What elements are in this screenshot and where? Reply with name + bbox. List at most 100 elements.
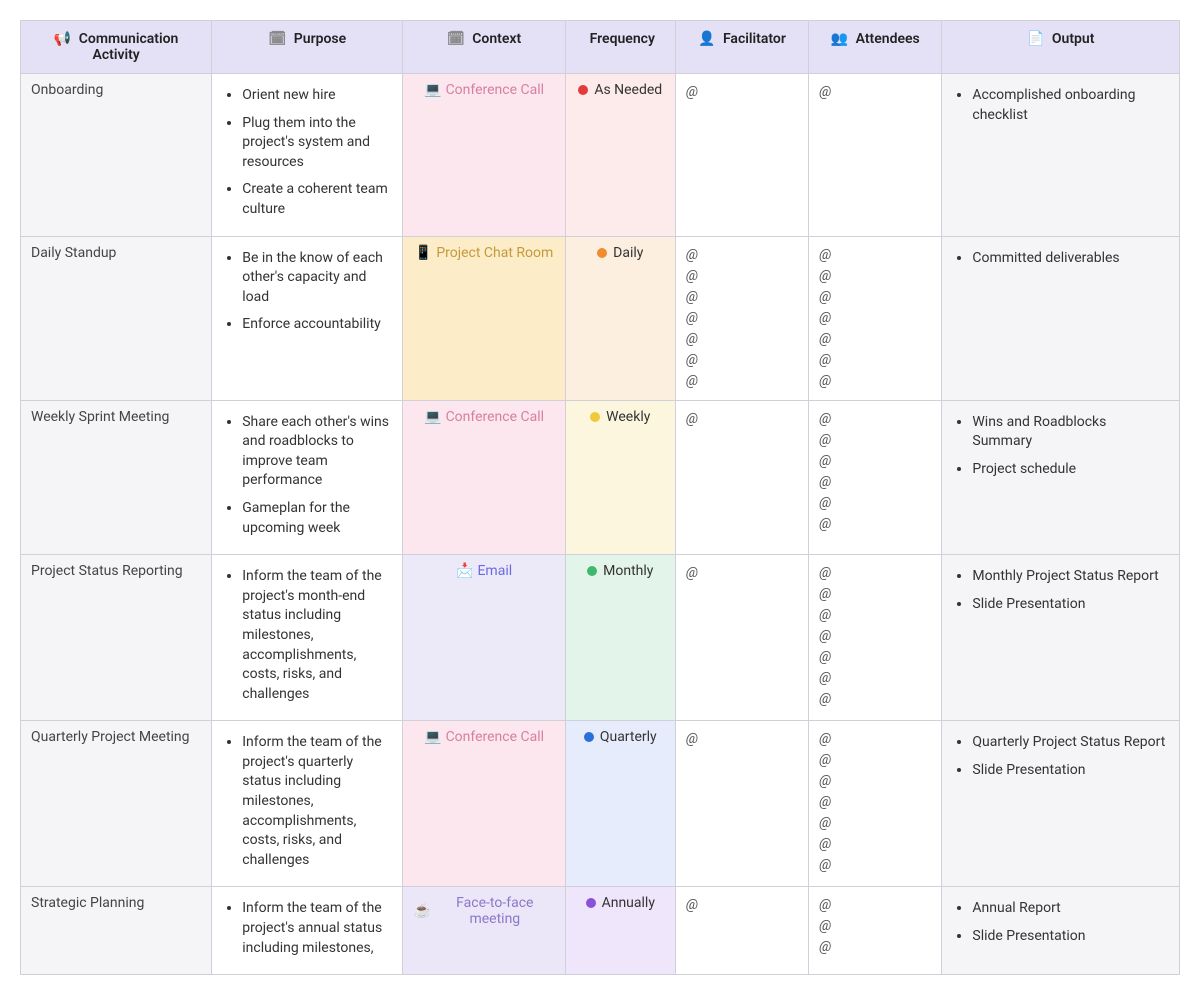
mention-placeholder[interactable]: @ [686, 350, 798, 371]
facilitator-cell: @ [675, 400, 808, 555]
header-purpose: 🗓 Purpose [212, 21, 403, 74]
frequency-label: Daily [597, 245, 643, 261]
mention-placeholder[interactable]: @ [819, 472, 931, 493]
context-label: 💻Conference Call [424, 82, 544, 98]
table-row: Daily StandupBe in the know of each othe… [21, 236, 1180, 400]
facilitator-cell: @@@@@@@ [675, 236, 808, 400]
mention-placeholder[interactable]: @ [819, 750, 931, 771]
mention-placeholder[interactable]: @ [819, 493, 931, 514]
facilitator-cell: @ [675, 887, 808, 975]
mention-placeholder[interactable]: @ [819, 895, 931, 916]
mention-placeholder[interactable]: @ [819, 813, 931, 834]
header-activity: 📢 Communication Activity [21, 21, 212, 74]
frequency-dot-icon [597, 248, 607, 258]
mention-placeholder[interactable]: @ [819, 266, 931, 287]
purpose-icon: 🗓 [269, 31, 287, 47]
mention-placeholder[interactable]: @ [819, 834, 931, 855]
table-row: OnboardingOrient new hirePlug them into … [21, 74, 1180, 237]
document-icon: 📄 [1027, 31, 1044, 47]
mention-placeholder[interactable]: @ [819, 308, 931, 329]
mention-placeholder[interactable]: @ [819, 937, 931, 958]
output-cell: Accomplished onboarding checklist [942, 74, 1180, 237]
mention-placeholder[interactable]: @ [686, 287, 798, 308]
mention-placeholder[interactable]: @ [686, 245, 798, 266]
frequency-text: Daily [613, 245, 643, 261]
mention-placeholder[interactable]: @ [819, 647, 931, 668]
context-label: 📩Email [456, 563, 512, 579]
frequency-cell: Annually [565, 887, 675, 975]
mention-placeholder[interactable]: @ [819, 605, 931, 626]
frequency-label: Monthly [587, 563, 653, 579]
output-item: Accomplished onboarding checklist [972, 86, 1169, 125]
mention-placeholder[interactable]: @ [819, 350, 931, 371]
mention-placeholder[interactable]: @ [819, 584, 931, 605]
purpose-item: Plug them into the project's system and … [242, 114, 392, 173]
mention-placeholder[interactable]: @ [819, 287, 931, 308]
facilitator-cell: @ [675, 721, 808, 887]
attendees-cell: @@@@@@@ [809, 555, 942, 721]
mention-placeholder[interactable]: @ [819, 916, 931, 937]
mention-placeholder[interactable]: @ [819, 771, 931, 792]
mention-placeholder[interactable]: @ [686, 329, 798, 350]
activity-cell: Weekly Sprint Meeting [21, 400, 212, 555]
purpose-cell: Orient new hirePlug them into the projec… [212, 74, 403, 237]
mention-placeholder[interactable]: @ [819, 514, 931, 535]
context-icon: 💻 [424, 409, 441, 425]
frequency-text: Quarterly [600, 729, 657, 745]
context-label: ☕ Face-to-face meeting [413, 895, 554, 927]
output-cell: Monthly Project Status ReportSlide Prese… [942, 555, 1180, 721]
mention-placeholder[interactable]: @ [686, 895, 798, 916]
mention-placeholder[interactable]: @ [819, 329, 931, 350]
context-label: 💻Conference Call [424, 729, 544, 745]
header-attendees: 👥 Attendees [809, 21, 942, 74]
attendees-cell: @@@@@@ [809, 400, 942, 555]
context-cell: 💻Conference Call [403, 400, 565, 555]
mention-placeholder[interactable]: @ [686, 729, 798, 750]
frequency-dot-icon [586, 898, 596, 908]
context-text: Face-to-face meeting [435, 895, 555, 927]
attendees-cell: @@@@@@@ [809, 721, 942, 887]
mention-placeholder[interactable]: @ [819, 668, 931, 689]
header-purpose-label: Purpose [294, 31, 346, 47]
mention-placeholder[interactable]: @ [819, 245, 931, 266]
mention-placeholder[interactable]: @ [819, 689, 931, 710]
output-cell: Wins and Roadblocks SummaryProject sched… [942, 400, 1180, 555]
mention-placeholder[interactable]: @ [819, 82, 931, 103]
mention-placeholder[interactable]: @ [686, 371, 798, 392]
purpose-cell: Inform the team of the project's quarter… [212, 721, 403, 887]
megaphone-icon: 📢 [54, 31, 71, 47]
purpose-item: Inform the team of the project's annual … [242, 899, 392, 958]
output-item: Project schedule [972, 460, 1169, 480]
mention-placeholder[interactable]: @ [686, 266, 798, 287]
frequency-dot-icon [590, 412, 600, 422]
purpose-cell: Inform the team of the project's annual … [212, 887, 403, 975]
output-item: Committed deliverables [972, 249, 1169, 269]
mention-placeholder[interactable]: @ [686, 409, 798, 430]
mention-placeholder[interactable]: @ [819, 626, 931, 647]
activity-cell: Strategic Planning [21, 887, 212, 975]
frequency-cell: Quarterly [565, 721, 675, 887]
mention-placeholder[interactable]: @ [819, 371, 931, 392]
context-icon: ☕ [413, 903, 430, 919]
context-cell: 💻Conference Call [403, 721, 565, 887]
purpose-item: Share each other's wins and roadblocks t… [242, 413, 392, 491]
frequency-label: Annually [586, 895, 655, 911]
purpose-item: Inform the team of the project's quarter… [242, 733, 392, 870]
mention-placeholder[interactable]: @ [686, 563, 798, 584]
person-icon: 👤 [698, 31, 715, 47]
header-attendees-label: Attendees [856, 31, 920, 47]
mention-placeholder[interactable]: @ [686, 82, 798, 103]
purpose-item: Be in the know of each other's capacity … [242, 249, 392, 308]
mention-placeholder[interactable]: @ [819, 792, 931, 813]
mention-placeholder[interactable]: @ [819, 430, 931, 451]
mention-placeholder[interactable]: @ [819, 409, 931, 430]
mention-placeholder[interactable]: @ [819, 563, 931, 584]
mention-placeholder[interactable]: @ [819, 855, 931, 876]
table-row: Strategic Planning Inform the team of the… [21, 887, 1180, 975]
mention-placeholder[interactable]: @ [819, 451, 931, 472]
purpose-cell: Be in the know of each other's capacity … [212, 236, 403, 400]
purpose-cell: Inform the team of the project's month-e… [212, 555, 403, 721]
header-facilitator: 👤 Facilitator [675, 21, 808, 74]
mention-placeholder[interactable]: @ [819, 729, 931, 750]
mention-placeholder[interactable]: @ [686, 308, 798, 329]
